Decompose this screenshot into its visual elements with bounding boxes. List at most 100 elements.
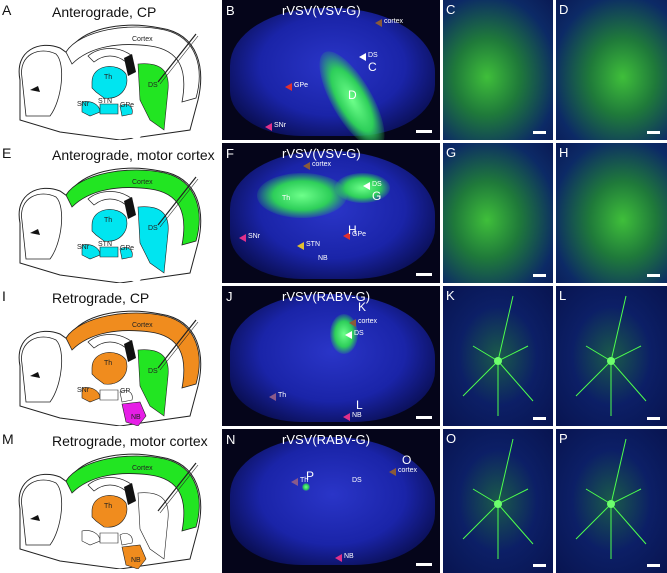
region-label: SNr: [274, 122, 287, 129]
panel-letter: J: [226, 289, 233, 304]
panel-letter: E: [2, 145, 12, 161]
panel-title: Retrograde, motor cortex: [52, 433, 208, 449]
arrowhead-icon: [375, 19, 382, 27]
region-nb: [121, 544, 147, 569]
panel-title: rVSV(VSV-G): [282, 3, 361, 18]
arrowhead-icon: [303, 162, 310, 170]
region-label: STN: [98, 241, 112, 248]
region-label: NB: [344, 553, 354, 560]
confocal-image: P: [556, 429, 667, 573]
region-label: Cortex: [132, 36, 153, 43]
neuron-drawing: [575, 438, 647, 559]
inset-marker: H: [348, 223, 357, 237]
panel-letter: M: [2, 431, 14, 447]
region-stn: [99, 389, 119, 401]
fluorescence-signal: [302, 483, 310, 491]
region-label: cortex: [384, 18, 404, 25]
inset-marker: G: [372, 189, 382, 203]
region-label: cortex: [358, 318, 378, 325]
region-label: Th: [104, 74, 113, 81]
inset-marker: P: [306, 469, 315, 483]
arrowhead-icon: [285, 83, 292, 91]
region-th: [91, 352, 128, 385]
region-snr: [81, 101, 101, 117]
region-label: SNr: [77, 244, 90, 251]
region-label: DS: [352, 477, 362, 484]
region-label: cortex: [398, 467, 418, 474]
region-ds: [137, 492, 169, 560]
panel-letter: B: [226, 3, 235, 18]
region-th: [91, 66, 128, 99]
panel-title: Anterograde, CP: [52, 4, 157, 20]
region-snr: [81, 387, 101, 403]
panel-letter: F: [226, 146, 234, 161]
fluorescence-signal: [257, 173, 347, 218]
confocal-image: G: [443, 143, 553, 283]
arrowhead-icon: [389, 468, 396, 476]
inset-marker: K: [358, 300, 367, 314]
schematic-panel: M Retrograde, motor cortex Cortex Th NB: [0, 429, 220, 569]
scale-bar: [416, 130, 432, 133]
panel-title: rVSV(RABV-G): [282, 432, 371, 447]
confocal-image: H: [556, 143, 667, 283]
region-label: DS: [372, 181, 382, 188]
panel-title: Anterograde, motor cortex: [52, 147, 215, 163]
figure-row: M Retrograde, motor cortex Cortex Th NB N r…: [0, 429, 667, 573]
fluorescence-signal: [334, 173, 390, 203]
arrowhead-icon: [335, 554, 342, 562]
region-label: GPe: [120, 245, 135, 252]
arrowhead-icon: [297, 242, 304, 250]
region-ds: [137, 63, 169, 131]
schematic-panel: E Anterograde, motor cortex Cortex Th DS SN…: [0, 143, 220, 283]
region-nb: [121, 401, 147, 426]
arrowhead-icon: [269, 393, 276, 401]
region-stn: [99, 103, 119, 115]
region-label: GP: [120, 388, 131, 395]
panel-letter: H: [559, 145, 569, 160]
neuron-drawing: [462, 295, 534, 416]
region-label: Th: [282, 195, 291, 202]
scale-bar: [416, 563, 432, 566]
brain-schematic: [18, 310, 202, 426]
region-label: DS: [354, 330, 364, 337]
region-label: Th: [278, 392, 287, 399]
scale-bar: [647, 131, 660, 134]
region-label: GPe: [294, 82, 309, 89]
region-label: Cortex: [132, 322, 153, 329]
region-label: DS: [148, 368, 158, 375]
region-label: NB: [131, 414, 141, 421]
scale-bar: [647, 564, 660, 567]
scale-bar: [533, 131, 546, 134]
brain-schematic: [18, 167, 202, 283]
region-label: SNr: [77, 387, 90, 394]
region-cortex: [65, 26, 200, 103]
scale-bar: [647, 417, 660, 420]
inset-marker: L: [356, 398, 363, 412]
inset-marker: D: [348, 88, 357, 102]
panel-title: rVSV(RABV-G): [282, 289, 371, 304]
panel-letter: K: [446, 288, 455, 303]
scale-bar: [533, 564, 546, 567]
panel-letter: N: [226, 432, 236, 447]
region-snr: [81, 244, 101, 260]
region-label: Cortex: [132, 179, 153, 186]
panel-letter: O: [446, 431, 457, 446]
region-gpe: [119, 390, 133, 403]
arrowhead-icon: [343, 232, 350, 240]
region-cortex: [65, 455, 200, 532]
region-label: DS: [368, 52, 378, 59]
region-label: SNr: [77, 101, 90, 108]
region-label: Th: [104, 217, 113, 224]
schematic-panel: A Anterograde, CP Cortex Th DS SNr STN GPe: [0, 0, 220, 140]
region-label: STN: [306, 241, 320, 248]
confocal-image: C: [443, 0, 553, 140]
arrowhead-icon: [363, 182, 370, 190]
figure-row: A Anterograde, CP Cortex Th DS SNr STN GPe B r…: [0, 0, 667, 140]
panel-title: Retrograde, CP: [52, 290, 150, 306]
arrowhead-icon: [239, 234, 246, 242]
panel-letter: C: [446, 2, 456, 17]
region-label: STN: [98, 98, 112, 105]
scale-bar: [647, 274, 660, 277]
region-th: [91, 495, 128, 528]
region-label: DS: [148, 82, 158, 89]
